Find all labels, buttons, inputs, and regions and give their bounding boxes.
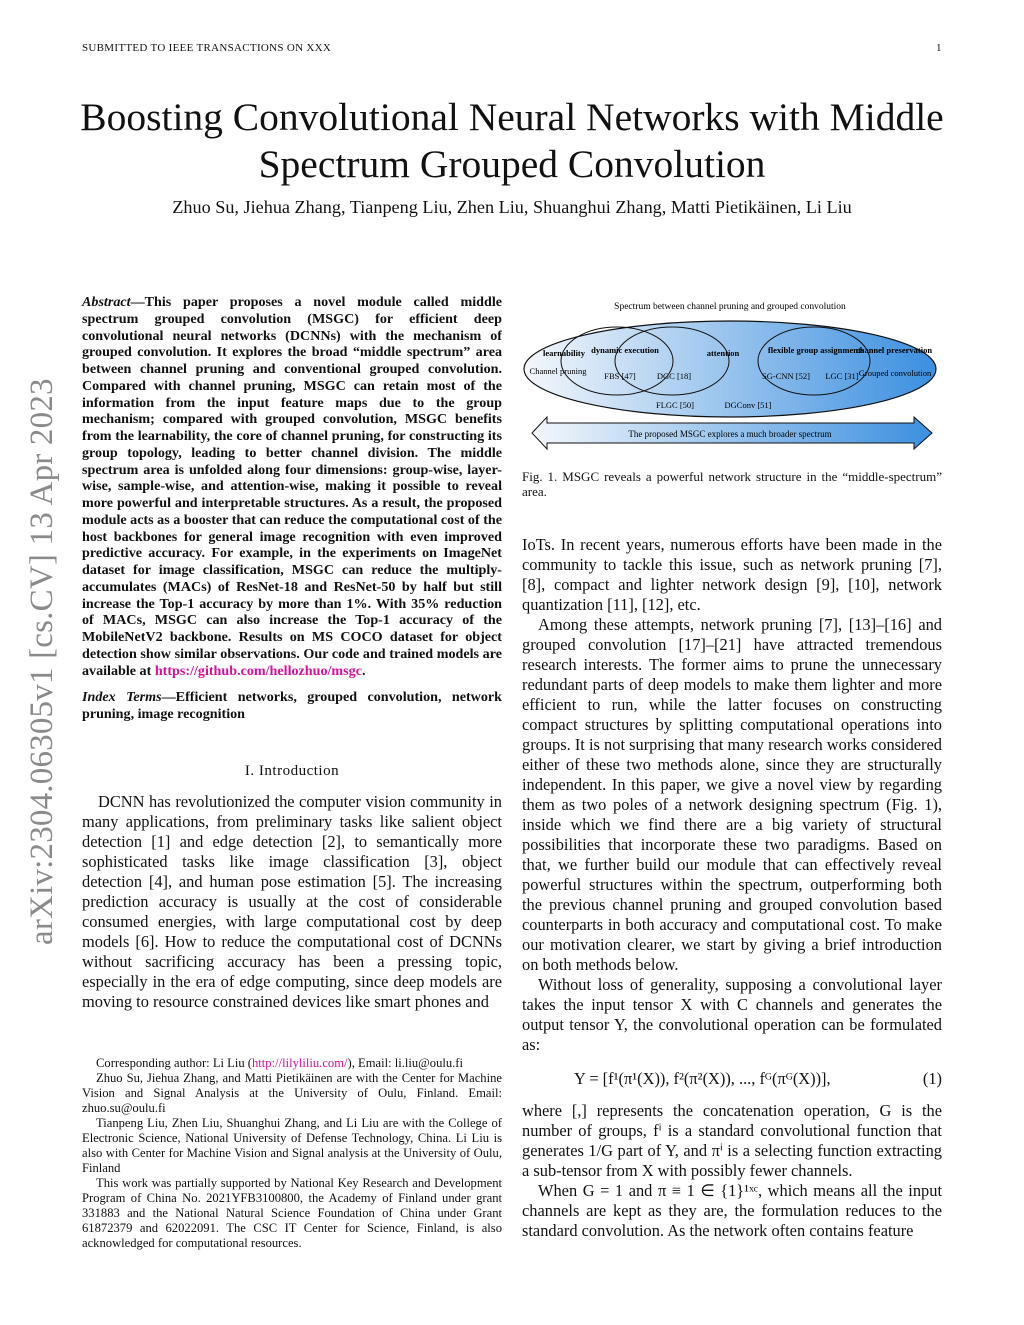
spectrum-diagram: Spectrum between channel pruning and gro… <box>523 302 937 451</box>
label-grouped: Grouped convolution <box>859 368 932 378</box>
body-paragraph: When G = 1 and π ≡ 1 ∈ {1}¹ˣᶜ, which mea… <box>522 1181 942 1240</box>
attention-circle <box>614 326 730 396</box>
label-lgc: LGC [31] <box>825 371 858 381</box>
footnote-corresponding: Corresponding author: Li Liu (http://lil… <box>82 1056 502 1071</box>
label-flgc: FLGC [50] <box>656 400 694 410</box>
abstract: Abstract—This paper proposes a novel mod… <box>82 294 502 679</box>
section-heading: I. Introduction <box>244 762 340 779</box>
footnotes: Corresponding author: Li Liu (http://lil… <box>82 1056 502 1251</box>
author-list: Zhuo Su, Jiehua Zhang, Tianpeng Liu, Zhe… <box>172 197 852 217</box>
homepage-link[interactable]: http://lilyliliu.com/ <box>252 1056 348 1070</box>
label-dgc: DGC [18] <box>657 371 691 381</box>
figure-caption: Fig. 1. MSGC reveals a powerful network … <box>522 469 942 499</box>
left-column: Abstract—This paper proposes a novel mod… <box>82 294 502 1012</box>
arxiv-watermark: arXiv:2304.06305v1 [cs.CV] 13 Apr 2023 <box>24 378 60 945</box>
label-fbs: FBS [47] <box>604 371 636 381</box>
label-flexible: flexible group assignments <box>768 345 865 355</box>
footnote-text: ), Email: li.liu@oulu.fi <box>347 1056 463 1070</box>
paper-title: Boosting Convolutional Neural Networks w… <box>80 95 944 186</box>
index-terms: Index Terms—Efficient networks, grouped … <box>82 689 502 723</box>
body-paragraph: IoTs. In recent years, numerous efforts … <box>522 535 942 614</box>
body-paragraph: Among these attempts, network pruning [7… <box>522 615 942 974</box>
label-sgcnn: SG-CNN [52] <box>762 371 810 381</box>
index-terms-label: Index Terms <box>82 689 162 706</box>
abstract-label: Abstract <box>82 294 131 310</box>
equation-number: (1) <box>922 1069 942 1088</box>
footnote-funding: This work was partially supported by Nat… <box>82 1176 502 1250</box>
running-header: SUBMITTED TO IEEE TRANSACTIONS ON XXX <box>82 42 332 54</box>
footnote-affiliation-nudt: Tianpeng Liu, Zhen Liu, Shuanghui Zhang,… <box>82 1116 502 1175</box>
body-paragraph: Without loss of generality, supposing a … <box>522 975 942 1054</box>
intro-paragraph: DCNN has revolutionized the computer vis… <box>82 791 502 1011</box>
footnote-affiliation-oulu: Zhuo Su, Jiehua Zhang, and Matti Pietikä… <box>82 1071 502 1115</box>
abstract-end: . <box>361 662 366 679</box>
abstract-text: —This paper proposes a novel module call… <box>82 294 502 679</box>
label-channel-pruning: Channel pruning <box>530 366 588 376</box>
right-column: IoTs. In recent years, numerous efforts … <box>522 535 942 1241</box>
footnote-text: Corresponding author: Li Liu ( <box>96 1056 252 1070</box>
equation-1: Y = [f¹(π¹(X)), f²(π²(X)), ..., fᴳ(πᴳ(X)… <box>522 1069 942 1089</box>
page-number: 1 <box>936 42 942 54</box>
figure-1: Spectrum between channel pruning and gro… <box>522 296 942 499</box>
arrow-label: The proposed MSGC explores a much broade… <box>628 429 831 439</box>
label-dgconv: DGConv [51] <box>725 400 772 410</box>
body-paragraph: where [,] represents the concatenation o… <box>522 1101 942 1180</box>
dynamic-circle <box>560 326 674 396</box>
flexible-circle <box>757 326 871 396</box>
diagram-top-label: Spectrum between channel pruning and gro… <box>614 302 846 312</box>
label-preservation: channel preservation <box>856 345 932 355</box>
label-dynamic: dynamic execution <box>591 345 659 355</box>
code-link[interactable]: https://github.com/hellozhuo/msgc <box>154 662 362 679</box>
equation-text: Y = [f¹(π¹(X)), f²(π²(X)), ..., fᴳ(πᴳ(X)… <box>574 1069 831 1088</box>
spectrum-arrow <box>531 415 933 451</box>
label-learnability: learnability <box>543 348 586 358</box>
label-attention: attention <box>707 348 740 358</box>
index-terms-text: —Efficient networks, grouped convolution… <box>82 689 502 722</box>
